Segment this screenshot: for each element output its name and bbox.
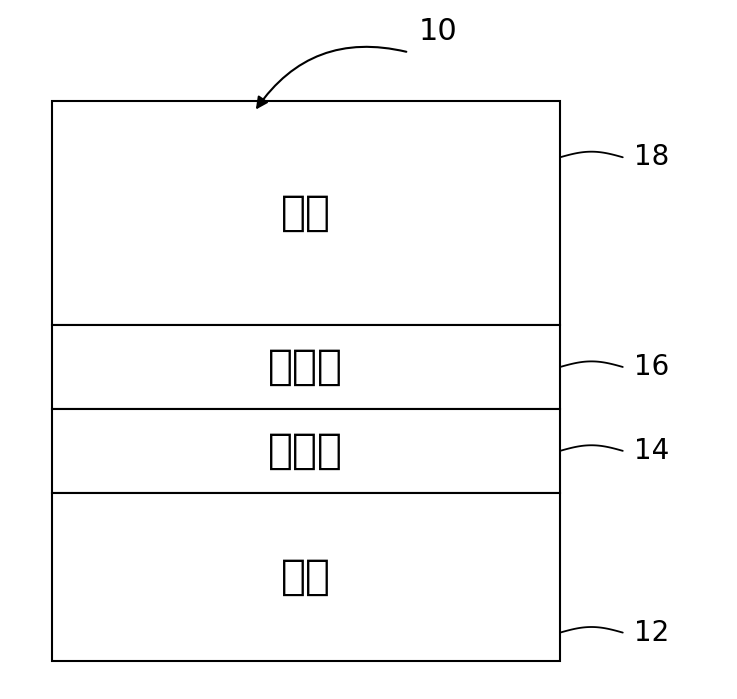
Text: 金属: 金属 (281, 192, 331, 234)
Text: 10: 10 (419, 17, 458, 46)
Text: 基板: 基板 (281, 556, 331, 598)
Text: 14: 14 (634, 437, 669, 465)
Bar (52, 325, 560, 409)
Bar (52, 409, 560, 493)
Bar (52, 493, 560, 661)
Text: 16: 16 (634, 353, 669, 381)
Text: 成核层: 成核层 (268, 346, 343, 388)
Text: 12: 12 (634, 619, 669, 647)
Text: 胶合层: 胶合层 (268, 430, 343, 472)
Text: 18: 18 (634, 143, 669, 171)
Bar (52, 101, 560, 325)
